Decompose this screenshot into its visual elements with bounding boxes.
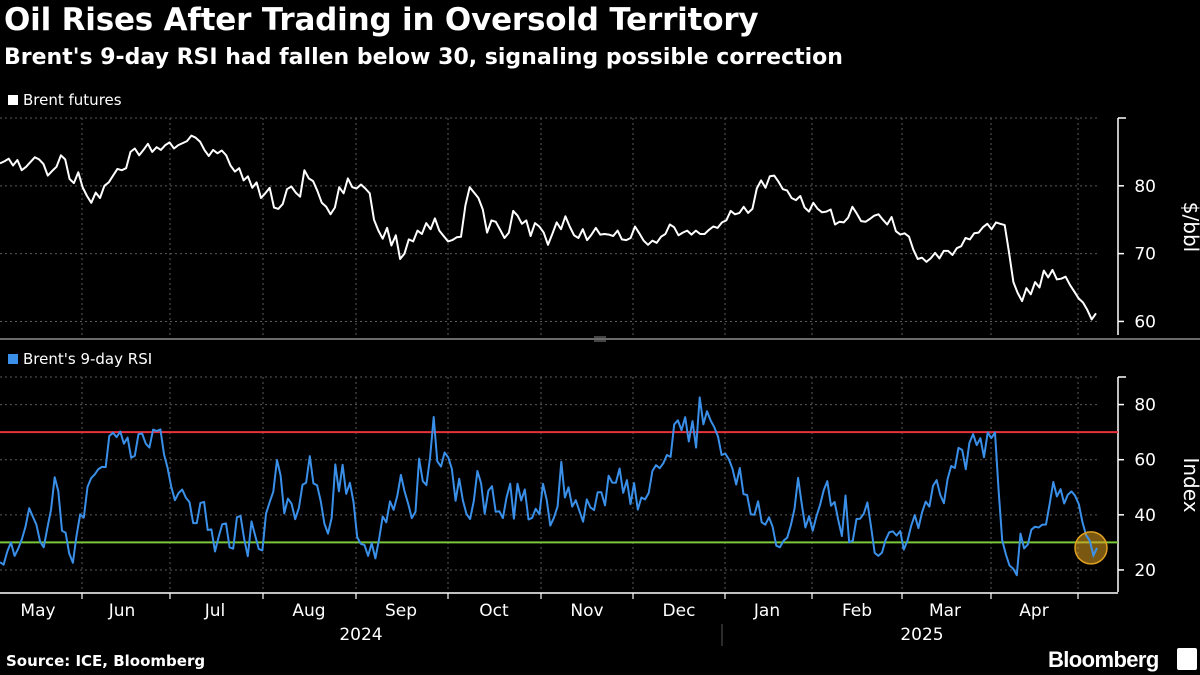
rsi-ytick-label-0: 20	[1134, 561, 1156, 581]
chart-title: Oil Rises After Trading in Oversold Terr…	[4, 2, 759, 38]
chart-subtitle: Brent's 9-day RSI had fallen below 30, s…	[4, 45, 843, 70]
rsi-series-line	[0, 396, 1098, 577]
x-tick-label-mar: Mar	[929, 601, 961, 621]
legend-brent: Brent futures	[8, 91, 122, 109]
x-tick-label-nov: Nov	[570, 601, 603, 621]
legend-rsi-swatch	[8, 354, 18, 364]
year-label-2025: 2025	[900, 625, 943, 645]
x-tick-label-apr: Apr	[1019, 601, 1048, 621]
x-tick-label-jun: Jun	[108, 601, 136, 621]
x-tick-label-may: May	[20, 601, 55, 621]
brent-ytick-label-1: 70	[1134, 245, 1156, 265]
rsi-y-axis-label: Index	[1179, 457, 1200, 512]
legend-brent-swatch	[8, 95, 18, 105]
legend-brent-label: Brent futures	[23, 91, 122, 109]
bloomberg-logo: Bloomberg	[1048, 647, 1159, 672]
rsi-ytick-label-3: 80	[1134, 396, 1156, 416]
brent-series-line	[0, 134, 1097, 321]
brent-y-axis-label: $/bbl	[1179, 202, 1200, 252]
year-label-2024: 2024	[339, 625, 382, 645]
legend-rsi-label: Brent's 9-day RSI	[23, 350, 153, 368]
rsi-ytick-label-1: 40	[1134, 506, 1156, 526]
brent-ytick-label-0: 60	[1134, 312, 1156, 332]
x-tick-label-feb: Feb	[842, 601, 872, 621]
x-tick-label-aug: Aug	[292, 601, 325, 621]
brent-ytick-label-2: 80	[1134, 177, 1156, 197]
source-note: Source: ICE, Bloomberg	[6, 652, 206, 670]
legend-rsi: Brent's 9-day RSI	[8, 350, 152, 368]
x-tick-label-jul: Jul	[204, 601, 226, 621]
x-tick-label-dec: Dec	[663, 601, 696, 621]
x-tick-label-sep: Sep	[385, 601, 417, 621]
rsi-ytick-label-2: 60	[1134, 451, 1156, 471]
bloomberg-chart-icon	[1177, 648, 1197, 670]
rsi-series-tail	[1085, 534, 1098, 559]
x-tick-label-oct: Oct	[479, 601, 509, 621]
x-tick-label-jan: Jan	[753, 601, 780, 621]
